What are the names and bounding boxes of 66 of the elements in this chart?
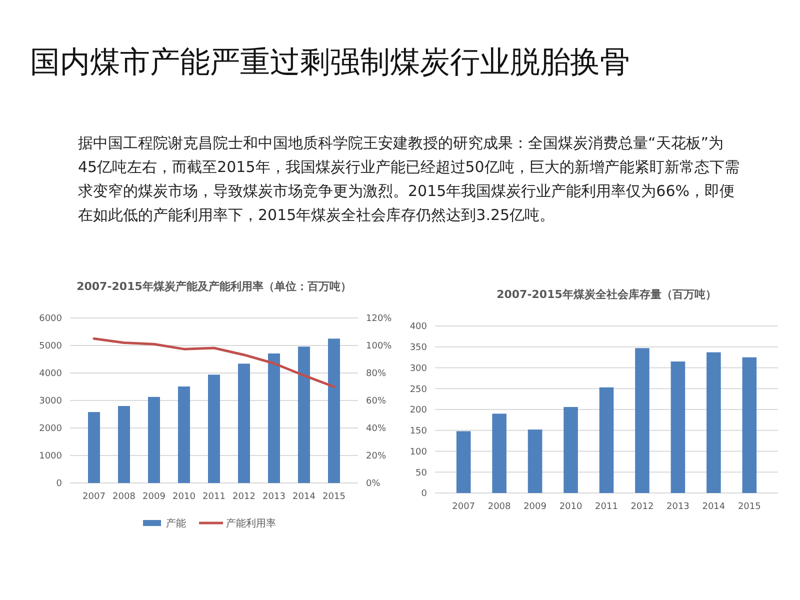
y2-tick-label: 120% [366,314,392,324]
chart-title: 2007-2015年煤炭产能及产能利用率（单位：百万吨） [76,280,352,293]
y-tick-label: 0 [56,479,62,490]
y-tick-label: 150 [410,426,428,437]
x-tick-label: 2012 [630,502,654,512]
y-tick-label: 200 [410,406,428,416]
y-tick-label: 5000 [39,342,62,352]
y2-tick-label: 40% [366,424,386,434]
y-tick-label: 2000 [39,424,62,434]
bar [178,386,190,483]
y2-tick-label: 0% [366,479,381,490]
y2-tick-label: 20% [366,452,386,462]
y-tick-label: 100 [410,447,428,458]
bar [528,430,542,493]
y-tick-label: 0 [421,489,428,500]
text: 据中国工程院谢克昌院士和中国地质科学院王安建教授的研究成果：全国煤炭消费总量“天花板”为45亿吨左右，而截至2015年，我国煤炭行业产能已经超过50亿吨，巨大的新增产能紧盯新常态下需求变窄的煤炭市场，导致煤炭市场竞争更为激烈。2015年我国煤炭行业产能利用率仅为66%，即便在如此低的产能利用率下，2015年煤炭全社会库存仍然达到3.25亿吨。 [78,134,740,224]
x-tick-label: 2008 [488,502,512,512]
y2-tick-label: 100% [366,342,392,352]
legend-label: 产能利用率 [226,518,276,530]
x-tick-label: 2007 [452,502,476,512]
x-tick-label: 2015 [322,492,346,502]
x-tick-label: 2009 [142,492,166,502]
x-tick-label: 2013 [666,502,690,512]
bar [456,431,471,493]
text: 国内煤市产能严重过剩强制煤炭行业脱胎换骨 [30,45,630,80]
x-tick-label: 2011 [595,502,618,512]
y-tick-label: 3000 [39,396,62,407]
bar [238,364,250,483]
bar [564,406,578,493]
x-tick-label: 2012 [232,492,256,502]
y-tick-label: 6000 [39,314,62,324]
y-tick-label: 350 [410,343,428,354]
chart-title: 2007-2015年煤炭全社会库存量（百万吨） [496,288,716,301]
bar [88,412,100,483]
y-tick-label: 250 [410,384,428,395]
x-tick-label: 2010 [559,502,582,512]
bar [268,353,280,483]
bar [118,406,130,483]
bar [208,374,220,483]
x-tick-label: 2007 [82,492,106,502]
bar [706,352,721,493]
bar [742,357,757,493]
bar [148,396,160,483]
x-tick-label: 2009 [524,502,547,512]
bar [328,338,340,483]
bar [670,361,686,493]
bar [492,414,506,493]
bar [298,346,310,483]
x-tick-label: 2008 [112,492,136,502]
bar [599,387,614,493]
legend-label: 产能 [166,518,186,530]
y-tick-label: 400 [410,322,428,332]
x-tick-label: 2014 [702,502,726,512]
x-tick-label: 2011 [202,492,226,502]
y2-tick-label: 60% [366,396,386,407]
y-tick-label: 1000 [39,452,62,462]
x-tick-label: 2014 [292,492,316,502]
x-tick-label: 2013 [262,492,286,502]
y-tick-label: 4000 [39,369,62,380]
x-tick-label: 2015 [738,502,761,512]
line-series [92,337,336,388]
y-tick-label: 50 [416,468,428,478]
y-tick-label: 300 [410,364,428,374]
x-tick-label: 2010 [172,492,196,502]
bar [635,348,650,493]
y2-tick-label: 80% [366,369,386,380]
